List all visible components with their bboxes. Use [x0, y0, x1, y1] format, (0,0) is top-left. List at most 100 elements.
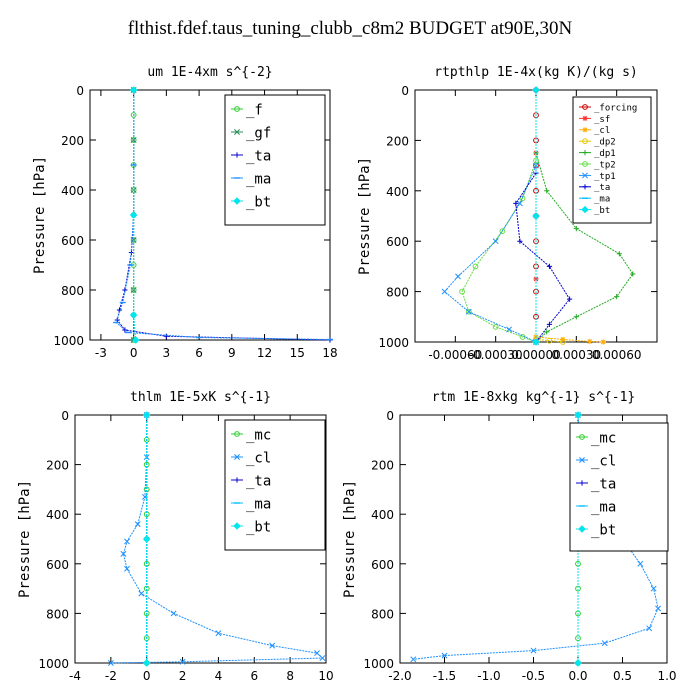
- legend-bt-marker: [233, 522, 241, 530]
- x-tick-label: 12: [257, 346, 272, 360]
- legend-box: [224, 94, 326, 226]
- legend-tp2-marker: [582, 161, 588, 167]
- legend-ma-label: _ma: [594, 195, 610, 205]
- legend-sf-marker: [582, 115, 588, 121]
- x-tick-label: 10: [318, 669, 333, 683]
- legend-bt-marker: [581, 205, 589, 214]
- y-tick-label: 200: [386, 134, 409, 148]
- series-ta-point: [567, 296, 573, 302]
- series-tp1-line: [443, 165, 537, 343]
- series-cl-point: [215, 630, 222, 637]
- legend-f-label: _f: [246, 102, 263, 118]
- x-tick-label: 0.00000: [511, 348, 561, 362]
- legend-bt-label: _bt: [246, 194, 271, 210]
- y-tick-label: 0: [386, 409, 394, 423]
- x-tick-label: 3: [163, 346, 171, 360]
- chart-title: thlm 1E-5xK s^{-1}: [130, 390, 271, 405]
- series-bt-point: [532, 212, 540, 220]
- series-bt-point: [143, 535, 151, 543]
- series-cl-point: [120, 550, 127, 557]
- series-cl-point: [170, 610, 177, 617]
- x-tick-label: 0: [143, 669, 151, 683]
- series-dp1-line: [535, 152, 634, 343]
- x-tick-label: 0.0: [568, 669, 587, 683]
- legend-cl-label: _cl: [594, 126, 610, 136]
- series-tp2-point: [499, 228, 506, 235]
- chart-panel-3: thlm 1E-5xK s^{-1} Pressure [hPa] 0 200 400 6…: [17, 390, 334, 683]
- y-tick-label: 0: [401, 84, 409, 98]
- series-dp1-point: [573, 314, 579, 320]
- legend-tp2-label: _tp2: [594, 160, 616, 170]
- series-dp1-point: [573, 226, 579, 232]
- legend-bt-label: _bt: [246, 519, 271, 535]
- x-tick-label: -1.5: [433, 669, 456, 683]
- chart-panel-2: rtpthlp 1E-4x(kg K)/(kg s) Pressure [hPa]…: [357, 65, 658, 362]
- y-tick-label: 400: [371, 508, 394, 522]
- x-tick-label: 6: [195, 346, 203, 360]
- legend-cl-marker: [579, 457, 585, 463]
- series-tp2-line: [461, 160, 537, 343]
- legend-mc-label: _mc: [246, 427, 271, 443]
- series-cl-point: [319, 655, 326, 661]
- series-ta-point: [513, 200, 519, 206]
- y-tick-label: 1000: [53, 334, 84, 348]
- series-ta-line: [515, 172, 571, 343]
- legend-ta-marker: [234, 152, 240, 158]
- series-tp2-point: [465, 308, 472, 315]
- series-dp2-line: [535, 338, 563, 343]
- x-tick-label: 1.0: [657, 669, 676, 683]
- x-tick-label: 9: [228, 346, 236, 360]
- y-axis-label: Pressure [hPa]: [342, 480, 358, 598]
- series-dp2-point: [559, 339, 566, 345]
- legend-gf-marker: [234, 129, 240, 135]
- series-cl-point: [637, 560, 644, 567]
- chart-panel-1: um 1E-4xm s^{-2} Pressure [hPa] 0 200 400 600…: [32, 65, 338, 360]
- y-tick-label: 800: [371, 607, 394, 621]
- series-ta-point: [517, 238, 523, 244]
- y-tick-label: 800: [46, 607, 69, 621]
- y-tick-label: 800: [61, 284, 84, 298]
- legend-ta-marker: [582, 184, 588, 190]
- series-bt-point: [129, 311, 138, 319]
- series-cl-point: [650, 585, 657, 592]
- y-tick-label: 800: [386, 286, 409, 300]
- series-tp2-point: [492, 323, 499, 330]
- series-ta-point: [546, 263, 553, 269]
- y-axis-label: Pressure [hPa]: [17, 480, 33, 598]
- series-dp2-point: [546, 337, 553, 344]
- series-tp2-point: [459, 288, 465, 295]
- series-cl-point: [138, 590, 145, 597]
- series-ta-point: [546, 321, 553, 327]
- y-tick-label: 200: [61, 134, 84, 148]
- series-cl-point: [134, 521, 141, 528]
- legend-bt-marker: [233, 197, 241, 205]
- y-tick-label: 400: [386, 185, 409, 199]
- chart-panel-4: rtm 1E-8xkg kg^{-1} s^{-1} Pressure [hPa]…: [342, 390, 677, 683]
- x-tick-label: -2.0: [388, 669, 411, 683]
- series-dp1-point: [614, 294, 620, 300]
- series-dp1-point: [544, 188, 550, 194]
- legend-box: [569, 422, 669, 552]
- chart-title: rtm 1E-8xkg kg^{-1} s^{-1}: [432, 390, 636, 405]
- x-tick-label: 18: [322, 346, 337, 360]
- series-cl-point: [179, 658, 186, 665]
- series-cl-point: [124, 538, 130, 545]
- y-tick-label: 600: [371, 558, 394, 572]
- x-tick-label: 6: [250, 669, 258, 683]
- series-bt-point: [132, 336, 140, 344]
- series-bt-point: [574, 411, 582, 419]
- x-tick-label: 4: [215, 669, 223, 683]
- series-tp1-point: [492, 238, 499, 245]
- x-tick-label: -1.0: [477, 669, 500, 683]
- x-tick-label: 15: [290, 346, 305, 360]
- legend-dp1-marker: [582, 150, 588, 156]
- series-cl-point: [646, 625, 653, 632]
- chart-title: rtpthlp 1E-4x(kg K)/(kg s): [434, 65, 638, 80]
- legend-ma-label: _ma: [246, 171, 271, 187]
- series-cl-point: [410, 656, 417, 663]
- legend-ma-label: _ma: [591, 499, 616, 515]
- legend-ta-label: _ta: [594, 183, 610, 193]
- x-tick-label: 2: [179, 669, 187, 683]
- legend-ta-label: _ta: [246, 148, 271, 164]
